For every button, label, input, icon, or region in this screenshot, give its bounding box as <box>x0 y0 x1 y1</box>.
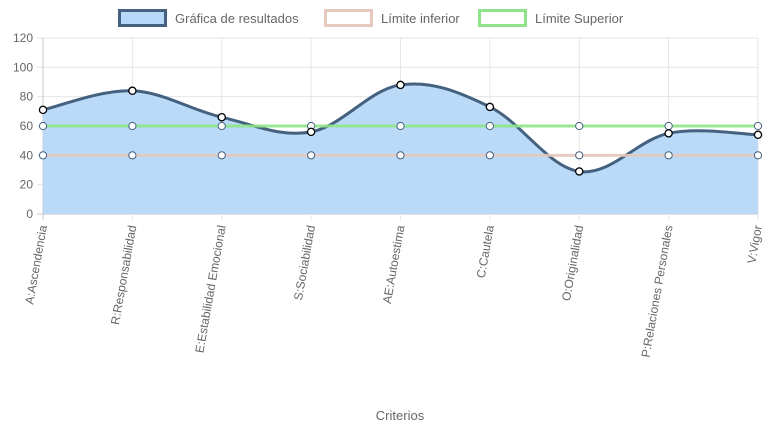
data-point[interactable] <box>485 102 495 112</box>
data-point[interactable] <box>753 130 763 140</box>
x-tick-label: E:Estabilidad Emocional <box>192 224 228 354</box>
x-tick-label: AE:Autoestima <box>380 224 408 305</box>
data-point[interactable] <box>664 151 673 160</box>
data-point[interactable] <box>38 121 48 131</box>
data-point[interactable] <box>485 151 494 160</box>
data-point[interactable] <box>396 80 405 90</box>
legend-swatch <box>478 9 527 27</box>
series-fill-layer <box>43 83 758 214</box>
legend-item[interactable]: Límite inferior <box>324 9 461 27</box>
data-point[interactable] <box>575 151 584 160</box>
data-point[interactable] <box>485 121 494 131</box>
data-point[interactable] <box>753 151 763 160</box>
y-tick-label: 40 <box>20 148 34 162</box>
data-point[interactable] <box>128 151 137 160</box>
x-tick-label: S:Sociabilidad <box>291 224 318 301</box>
x-tick-label: A:Ascendencia <box>22 224 50 306</box>
data-point[interactable] <box>664 121 673 131</box>
data-point[interactable] <box>306 127 316 137</box>
data-point[interactable] <box>217 151 226 160</box>
data-point[interactable] <box>396 121 405 131</box>
x-tick-label: C:Cautela <box>474 224 497 279</box>
x-tick-label: P:Relaciones Personales <box>639 224 676 358</box>
data-point[interactable] <box>128 121 137 131</box>
legend-swatch <box>324 9 373 27</box>
legend-item[interactable]: Límite Superior <box>478 9 624 27</box>
data-point[interactable] <box>38 151 48 160</box>
legend-label: Gráfica de resultados <box>175 11 299 26</box>
legend-swatch <box>118 9 167 27</box>
data-point[interactable] <box>307 151 316 160</box>
points-layer <box>38 80 763 176</box>
y-tick-label: 20 <box>20 178 34 192</box>
x-tick-label: R:Responsabilidad <box>108 224 139 326</box>
data-point[interactable] <box>664 129 673 138</box>
y-tick-label: 60 <box>20 119 34 133</box>
y-tick-label: 100 <box>13 60 33 74</box>
x-tick-label: O:Originalidad <box>559 224 586 302</box>
x-axis-title: Criterios <box>376 408 425 423</box>
y-tick-label: 120 <box>13 31 33 45</box>
data-point[interactable] <box>396 151 405 160</box>
data-point[interactable] <box>575 167 584 176</box>
legend-label: Límite Superior <box>535 11 624 26</box>
y-tick-label: 80 <box>20 90 34 104</box>
legend: Gráfica de resultados Límite inferior Lími… <box>118 9 624 27</box>
data-point[interactable] <box>128 86 137 96</box>
legend-label: Límite inferior <box>381 11 460 26</box>
data-point[interactable] <box>753 121 763 131</box>
data-point[interactable] <box>217 112 226 122</box>
legend-item[interactable]: Gráfica de resultados <box>118 9 300 27</box>
data-point[interactable] <box>38 105 48 115</box>
data-point[interactable] <box>217 121 226 131</box>
x-tick-label: V:Vigor <box>744 224 763 265</box>
y-tick-label: 0 <box>26 207 33 221</box>
data-point[interactable] <box>575 121 584 131</box>
series-area <box>43 83 758 214</box>
